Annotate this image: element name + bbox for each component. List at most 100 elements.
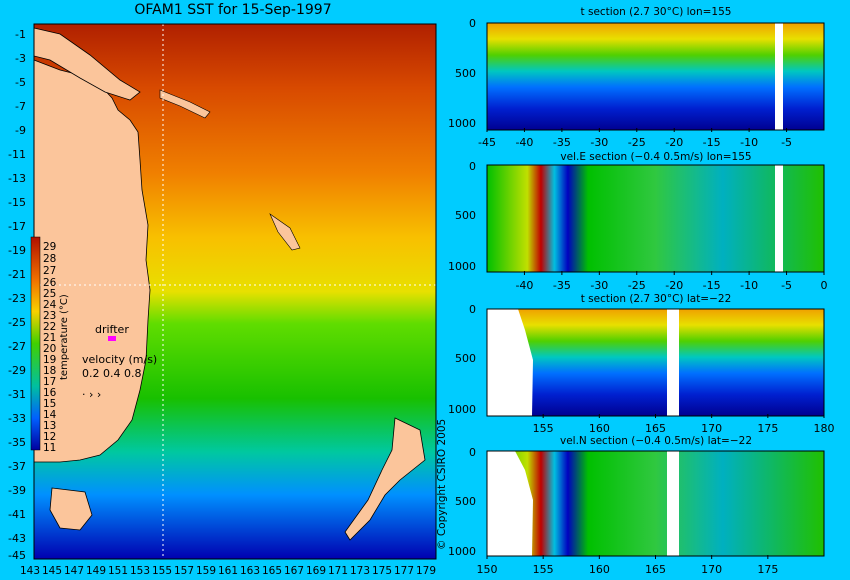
map-y-tick: -19 xyxy=(8,244,26,257)
panel-frame xyxy=(486,164,825,273)
map-y-tick: -13 xyxy=(8,172,26,185)
x-tick: -10 xyxy=(740,136,758,149)
panel-mask xyxy=(667,451,679,556)
x-tick: 165 xyxy=(645,422,666,435)
panel-frame xyxy=(486,22,825,131)
y-tick: 0 xyxy=(469,160,476,173)
colorbar-tick: 27 xyxy=(43,265,56,277)
y-tick: 0 xyxy=(469,17,476,30)
x-tick: -45 xyxy=(478,136,496,149)
copyright: © Copyright CSIRO 2005 xyxy=(436,419,448,550)
x-tick: 180 xyxy=(814,422,835,435)
x-tick: 175 xyxy=(757,422,778,435)
map-y-tick: -3 xyxy=(15,52,26,65)
y-tick: 500 xyxy=(455,352,476,365)
panel-title: vel.N section (−0.4 0.5m/s) lat=−22 xyxy=(560,435,752,447)
panel-mask xyxy=(487,309,533,416)
map-x-tick: 171 xyxy=(328,565,348,577)
y-tick: 0 xyxy=(469,446,476,459)
colorbar-tick: 21 xyxy=(43,332,56,344)
x-tick: 150 xyxy=(477,563,498,576)
map-x-tick: 163 xyxy=(240,565,260,577)
panel-mask xyxy=(667,309,679,416)
colorbar-tick: 24 xyxy=(43,299,57,311)
x-tick: -40 xyxy=(515,279,533,292)
x-tick: 170 xyxy=(701,422,722,435)
x-tick: -30 xyxy=(590,279,608,292)
velocity-arrows: · › › xyxy=(82,388,101,401)
colorbar-tick: 12 xyxy=(43,431,56,443)
new-guinea-land xyxy=(33,27,141,101)
map-y-tick: -25 xyxy=(8,316,26,329)
new-zealand-land xyxy=(344,417,426,541)
map-y-tick: -7 xyxy=(15,100,26,113)
colorbar-tick: 16 xyxy=(43,387,57,399)
x-tick: -5 xyxy=(781,279,792,292)
panel-mask xyxy=(487,451,533,556)
islands xyxy=(269,213,301,251)
panel-heatmap xyxy=(487,165,824,272)
map-y-tick: -43 xyxy=(8,532,26,545)
colorbar-tick: 29 xyxy=(43,241,56,253)
colorbar-tick: 13 xyxy=(43,420,56,432)
x-tick: -5 xyxy=(781,136,792,149)
x-tick: 155 xyxy=(533,563,554,576)
x-tick: -15 xyxy=(703,136,721,149)
map-x-tick: 173 xyxy=(350,565,370,577)
colorbar-tick: 26 xyxy=(43,277,57,289)
panel-heatmap xyxy=(487,23,824,130)
y-tick: 500 xyxy=(455,67,476,80)
map-y-tick: -39 xyxy=(8,484,26,497)
map-y-tick: -45 xyxy=(8,549,26,562)
map-x-tick: 177 xyxy=(394,565,414,577)
map-y-tick: -37 xyxy=(8,460,26,473)
x-tick: -25 xyxy=(628,136,646,149)
colorbar-tick: 17 xyxy=(43,376,56,388)
sst-map xyxy=(33,23,437,560)
panel-mask xyxy=(775,165,783,272)
map-y-tick: -9 xyxy=(15,124,26,137)
map-x-tick: 165 xyxy=(262,565,282,577)
map-x-tick: 145 xyxy=(42,565,62,577)
x-tick: -25 xyxy=(628,279,646,292)
y-tick: 1000 xyxy=(448,545,476,558)
map-y-tick: -17 xyxy=(8,220,26,233)
drifter-label: drifter xyxy=(95,323,129,336)
map-y-tick: -5 xyxy=(15,76,26,89)
australia-land xyxy=(33,59,151,463)
colorbar-tick: 25 xyxy=(43,288,56,300)
y-tick: 1000 xyxy=(448,260,476,273)
map-y-tick: -35 xyxy=(8,436,26,449)
colorbar-tick: 20 xyxy=(43,343,56,355)
colorbar-tick: 15 xyxy=(43,398,56,410)
x-tick: 160 xyxy=(589,422,610,435)
map-x-axis: 143 145 147 149 151 153 155 157 159 161 … xyxy=(20,565,436,577)
y-tick: 0 xyxy=(469,303,476,316)
colorbar-tick: 19 xyxy=(43,354,56,366)
colorbar-tick: 28 xyxy=(43,253,56,265)
map-x-tick: 157 xyxy=(174,565,194,577)
map-x-tick: 147 xyxy=(64,565,84,577)
map-x-tick: 153 xyxy=(130,565,150,577)
map-y-tick: -33 xyxy=(8,412,26,425)
colorbar-label: temperature (°C) xyxy=(59,294,70,380)
map-x-tick: 179 xyxy=(416,565,436,577)
map-x-tick: 161 xyxy=(218,565,238,577)
islands xyxy=(159,89,211,119)
map-x-tick: 159 xyxy=(196,565,216,577)
colorbar: 29 28 27 26 25 24 23 22 21 20 19 18 17 1… xyxy=(30,236,70,454)
colorbar-tick: 22 xyxy=(43,321,56,333)
map-x-tick: 151 xyxy=(108,565,128,577)
x-tick: -20 xyxy=(665,279,683,292)
x-tick: -40 xyxy=(515,136,533,149)
drifter-marker xyxy=(108,336,116,341)
tasmania-land xyxy=(49,487,93,531)
panel-title: t section (2.7 30°C) lat=−22 xyxy=(581,293,732,305)
colorbar-tick: 14 xyxy=(43,409,57,421)
map-y-tick: -21 xyxy=(8,268,26,281)
x-tick: -10 xyxy=(740,279,758,292)
panel-vel-e-section-lon: vel.E section (−0.4 0.5m/s) lon=155 0 50… xyxy=(448,151,828,292)
map-x-tick: 169 xyxy=(306,565,326,577)
map-title: OFAM1 SST for 15-Sep-1997 xyxy=(134,2,331,18)
